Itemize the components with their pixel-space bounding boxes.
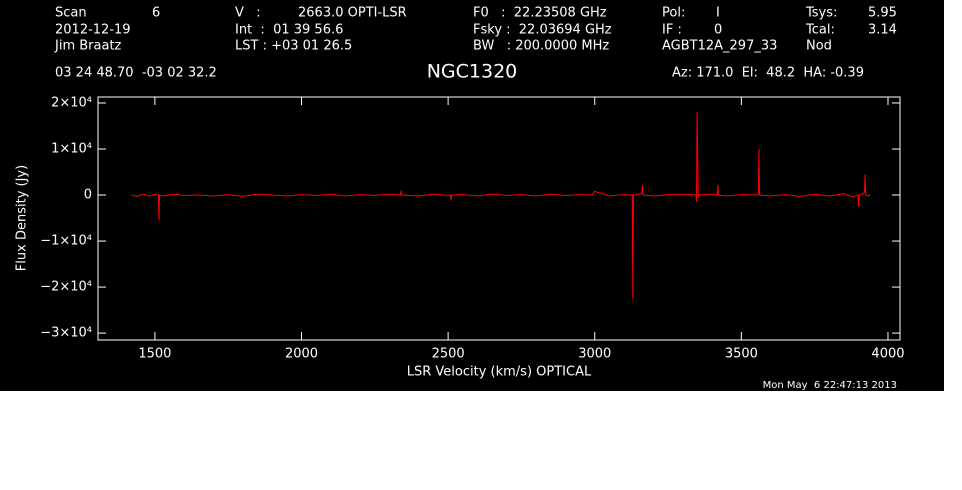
header-text: Tcal: <box>805 23 835 38</box>
header-text: Jim Braatz <box>54 39 122 54</box>
header-text: Pol: <box>662 6 685 21</box>
header-text: Tsys: <box>805 6 837 21</box>
x-axis-label: LSR Velocity (km/s) OPTICAL <box>407 365 592 380</box>
x-tick-label: 4000 <box>871 347 904 362</box>
header-text: 3.14 <box>868 23 897 38</box>
y-tick-label: 2×10⁴ <box>51 95 92 110</box>
y-tick-label: −3×10⁴ <box>40 326 92 341</box>
header-text: LST : +03 01 26.5 <box>235 39 352 54</box>
header-text: 5.95 <box>868 6 897 21</box>
x-tick-label: 2000 <box>285 347 318 362</box>
y-tick-label: 1×10⁴ <box>51 142 92 157</box>
header-text: AGBT12A_297_33 <box>662 39 777 54</box>
header-text: 2663.0 OPTI-LSR <box>298 6 407 21</box>
y-tick-label: 0 <box>84 188 92 203</box>
header-text: 2012-12-19 <box>55 23 131 38</box>
header-text: 6 <box>152 6 160 21</box>
header-text: 0 <box>714 23 722 38</box>
header-text: IF : <box>662 23 682 38</box>
header-text: Nod <box>806 39 832 54</box>
plot-frame <box>97 96 901 341</box>
x-tick-label: 3500 <box>725 347 758 362</box>
header-text: Fsky : 22.03694 GHz <box>473 23 612 38</box>
x-tick-label: 2500 <box>432 347 465 362</box>
header-text: 03 24 48.70 -03 02 32.2 <box>55 66 217 81</box>
y-tick-label: −2×10⁴ <box>40 280 92 295</box>
header-text: F0 : 22.23508 GHz <box>473 6 607 21</box>
header-text: V : <box>235 6 261 21</box>
spectrum-line <box>131 112 871 299</box>
header-text: I <box>716 6 720 21</box>
x-tick-label: 1500 <box>138 347 171 362</box>
x-tick-label: 3000 <box>578 347 611 362</box>
chart-title: NGC1320 <box>427 61 518 83</box>
y-axis-label: Flux Density (Jy) <box>15 165 30 271</box>
header-text: Int : 01 39 56.6 <box>235 23 343 38</box>
timestamp: Mon May 6 22:47:13 2013 <box>763 380 897 391</box>
header-text: BW : 200.0000 MHz <box>473 39 609 54</box>
y-tick-label: −1×10⁴ <box>40 234 92 249</box>
header-text: Scan <box>55 6 87 21</box>
header-text: Az: 171.0 El: 48.2 HA: -0.39 <box>672 66 864 81</box>
